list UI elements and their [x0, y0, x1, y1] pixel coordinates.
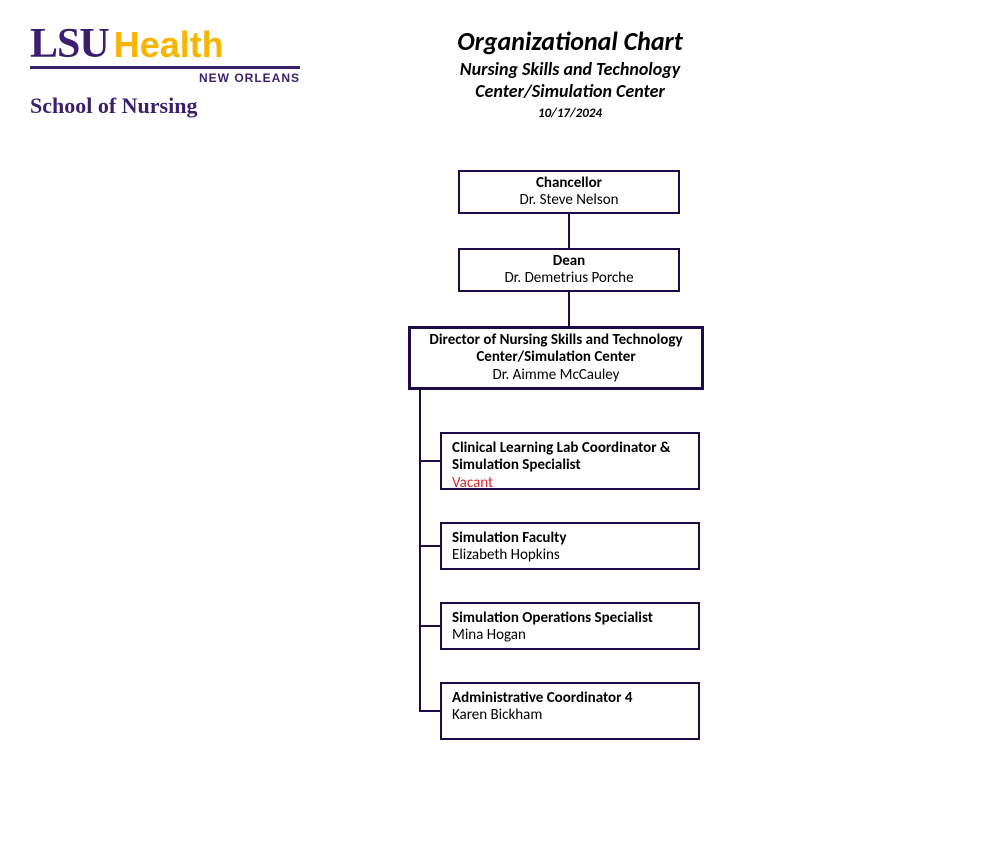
connector-line [568, 292, 570, 326]
org-node-role: Simulation Operations Specialist [452, 610, 688, 627]
logo-new-orleans: NEW ORLEANS [30, 71, 300, 85]
logo-lsu: LSU [30, 20, 109, 68]
org-node-director: Director of Nursing Skills and Technolog… [408, 326, 704, 390]
title-date: 10/17/2024 [400, 106, 740, 121]
org-node-role: Simulation Faculty [452, 530, 688, 547]
connector-line [419, 460, 440, 462]
connector-line [419, 545, 440, 547]
connector-line [568, 214, 570, 248]
org-node-role: Dean [466, 253, 672, 270]
logo-line1: LSU Health [30, 20, 300, 68]
org-node-name: Dr. Aimme McCauley [417, 367, 695, 384]
org-node-name: Dr. Demetrius Porche [466, 270, 672, 287]
org-node-admin: Administrative Coordinator 4Karen Bickha… [440, 682, 700, 740]
org-node-role: Director of Nursing Skills and Technolog… [417, 332, 695, 367]
chart-header: Organizational Chart Nursing Skills and … [400, 25, 740, 121]
title-main: Organizational Chart [400, 25, 740, 57]
org-node-chancellor: ChancellorDr. Steve Nelson [458, 170, 680, 214]
org-node-ops: Simulation Operations SpecialistMina Hog… [440, 602, 700, 650]
connector-line [419, 625, 440, 627]
org-node-name: Mina Hogan [452, 627, 688, 644]
org-node-role: Clinical Learning Lab Coordinator & Simu… [452, 440, 688, 475]
logo-block: LSU Health NEW ORLEANS School of Nursing [30, 20, 300, 119]
org-node-name: Elizabeth Hopkins [452, 547, 688, 564]
connector-line [419, 390, 421, 712]
connector-line [419, 710, 440, 712]
org-node-dean: DeanDr. Demetrius Porche [458, 248, 680, 292]
org-node-name: Karen Bickham [452, 707, 688, 724]
title-sub: Nursing Skills and Technology Center/Sim… [400, 59, 740, 102]
org-node-role: Administrative Coordinator 4 [452, 690, 688, 707]
org-node-vacant: Vacant [452, 475, 688, 492]
org-node-faculty: Simulation FacultyElizabeth Hopkins [440, 522, 700, 570]
logo-health: Health [114, 24, 224, 66]
org-node-role: Chancellor [466, 175, 672, 192]
logo-school: School of Nursing [30, 93, 300, 119]
org-node-name: Dr. Steve Nelson [466, 192, 672, 209]
org-node-coord: Clinical Learning Lab Coordinator & Simu… [440, 432, 700, 490]
